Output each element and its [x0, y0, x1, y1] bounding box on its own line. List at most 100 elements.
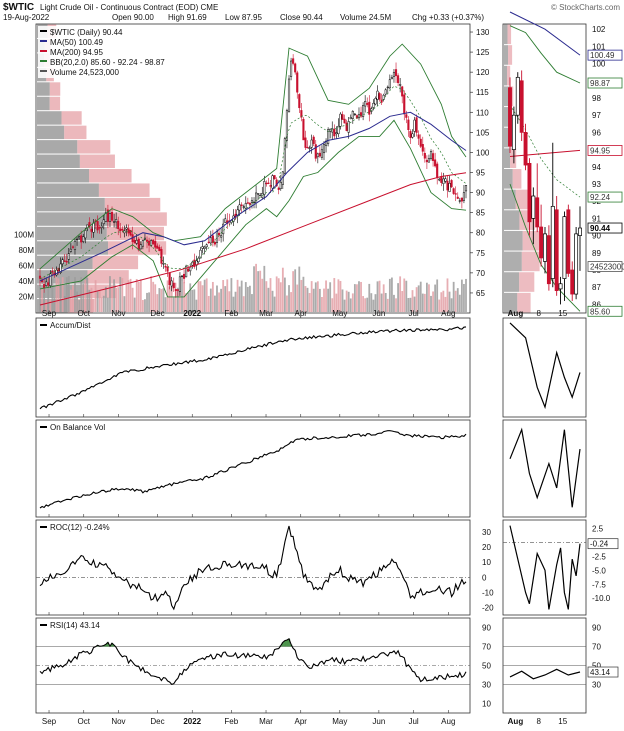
candle-body	[294, 63, 297, 73]
zoom-price-tick-label: 102	[592, 25, 606, 34]
candle-body	[125, 227, 128, 230]
candle-body	[203, 246, 206, 249]
rsi-overbought-fill	[106, 642, 110, 647]
x-axis-label-top: Sep	[42, 309, 57, 318]
candle-body	[287, 78, 291, 113]
volume-bar	[43, 292, 46, 312]
volume-bar	[69, 289, 72, 312]
zoom-vbp-up-bar	[504, 292, 518, 313]
vbp-up-bar	[37, 226, 107, 241]
indicator-title-swatch-rsi	[40, 624, 47, 626]
candle-body	[314, 144, 317, 159]
volume-tick-label: 100M	[14, 231, 34, 240]
volume-bar	[115, 287, 118, 312]
candle-body	[399, 84, 402, 86]
volume-bar	[92, 298, 95, 312]
volume-bar	[430, 295, 432, 312]
last-value-tag	[587, 77, 623, 89]
x-axis-label: Mar	[259, 717, 273, 726]
candle-body	[84, 230, 87, 239]
indicator-tick-label-rsi: 30	[482, 681, 491, 690]
volume-bar	[388, 278, 391, 312]
candle-body	[444, 178, 447, 182]
zoom-vbp-down-bar	[512, 169, 522, 189]
volume-bar	[41, 288, 43, 312]
volume-bar	[146, 292, 148, 312]
candle-body	[162, 263, 165, 265]
rsi-overbought-fill	[287, 638, 291, 647]
volume-bar	[45, 299, 48, 312]
zoom-vbp-up-bar	[504, 127, 509, 148]
zoom-price-tick-label: 96	[592, 128, 601, 137]
candle-body	[265, 182, 268, 185]
vbp-down-bar	[108, 212, 167, 226]
volume-bar	[360, 281, 362, 312]
candle-body	[104, 212, 107, 222]
candle-body	[119, 228, 122, 231]
indicator-title-obv: On Balance Vol	[50, 423, 105, 432]
candle-body	[250, 200, 254, 203]
volume-bar	[100, 297, 103, 312]
volume-bar	[428, 284, 430, 312]
candle-body	[240, 204, 243, 206]
x-axis-label-top: Apr	[295, 309, 308, 318]
candle-body	[133, 239, 136, 244]
candle-body	[320, 149, 323, 158]
zoom-vbp-down-bar	[521, 251, 540, 272]
volume-bar	[187, 292, 190, 312]
candle-body	[117, 220, 120, 230]
vbp-up-bar	[37, 111, 62, 125]
x-axis-label-top: Oct	[78, 309, 91, 318]
candle-body	[137, 238, 140, 251]
candle-body	[183, 273, 186, 279]
x-axis-label: Sep	[42, 717, 57, 726]
indicator-line-obv	[39, 430, 467, 509]
zoom-indicator-line-ad	[509, 322, 581, 410]
volume-bar	[160, 288, 163, 312]
volume-bar	[127, 280, 130, 312]
candle-body	[366, 102, 369, 105]
volume-bar	[298, 266, 301, 312]
zoom-vbp-down-bar	[522, 230, 542, 251]
volume-bar	[253, 266, 255, 312]
zoom-vbp-up-bar	[504, 65, 508, 86]
indicator-title-box-rsi	[38, 620, 112, 631]
volume-bar	[393, 294, 395, 312]
x-axis-label: Oct	[78, 717, 91, 726]
candle-body	[110, 211, 114, 221]
volume-bar	[111, 286, 113, 312]
volume-bar	[368, 283, 371, 312]
candle-body	[246, 202, 249, 204]
volume-bar	[199, 281, 202, 312]
volume-bar	[269, 278, 272, 312]
volume-bar	[325, 280, 327, 312]
volume-bar	[59, 282, 62, 312]
indicator-tick-label-roc: 10	[482, 558, 491, 567]
last-value-label: 98.87	[590, 79, 611, 88]
volume-tick-label: 20M	[18, 293, 34, 302]
volume-bar	[164, 297, 167, 312]
volume-bar	[185, 293, 188, 312]
volume-bar	[55, 276, 58, 312]
indicator-tick-label-roc: -10	[482, 588, 494, 597]
volume-tick-label: 40M	[18, 277, 34, 286]
candle-body	[78, 236, 81, 239]
volume-bar	[234, 291, 237, 312]
zoom-vbp-down-bar	[510, 148, 517, 168]
indicator-tick-label-roc: 30	[482, 528, 491, 537]
zoom-vbp-up-bar	[504, 272, 520, 292]
volume-bar	[78, 299, 81, 312]
vbp-down-bar	[61, 111, 82, 125]
zoom-indicator-line-roc	[509, 525, 581, 610]
zoom-indicator-line-rsi	[509, 668, 581, 680]
candle-body	[96, 221, 99, 231]
candle-body	[263, 181, 266, 195]
zoom-candle-body	[558, 283, 563, 290]
zoom-vbp-up-bar	[504, 86, 509, 107]
volume-bar	[259, 270, 262, 312]
candle-body	[378, 93, 381, 100]
vbp-up-bar	[37, 212, 109, 226]
candle-body	[386, 86, 389, 89]
candle-body	[440, 176, 443, 183]
volume-bar	[362, 296, 365, 312]
